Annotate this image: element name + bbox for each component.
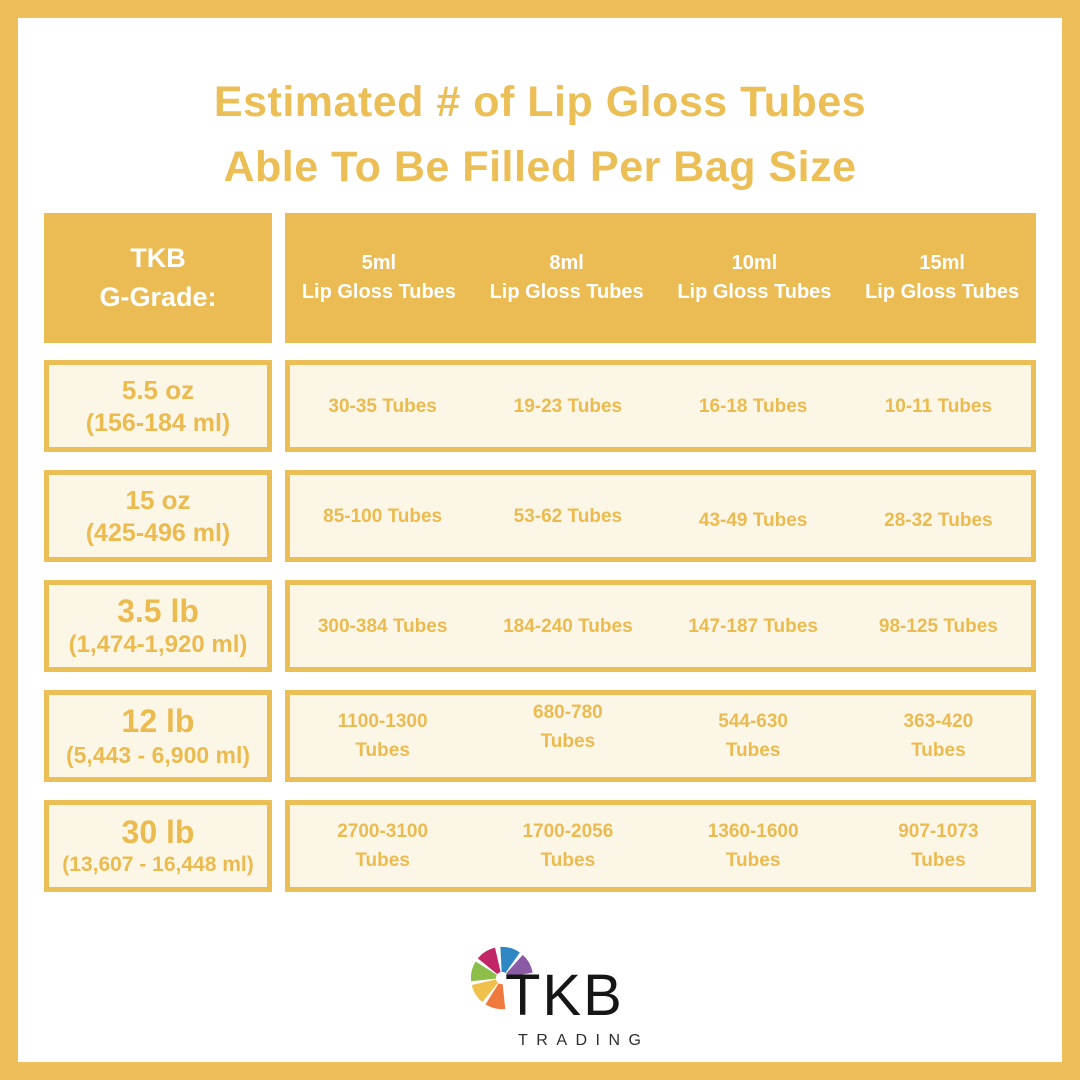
column-header-10ml: 10ml Lip Gloss Tubes: [677, 252, 832, 303]
row-values: 85-100 Tubes 53-62 Tubes 43-49 Tubes 28-…: [285, 470, 1036, 562]
value-cell: 43-49 Tubes: [698, 509, 808, 531]
logo-brand-text: TKB: [505, 963, 624, 1028]
bag-volume: (5,443 - 6,900 ml): [65, 742, 251, 768]
column-header-8ml: 8ml Lip Gloss Tubes: [489, 252, 644, 303]
row-label: 5.5 oz (156-184 ml): [44, 360, 272, 452]
row-label: 12 lb (5,443 - 6,900 ml): [44, 690, 272, 782]
row-label: 15 oz (425-496 ml): [44, 470, 272, 562]
table-row: 12 lb (5,443 - 6,900 ml) 1100-1300 Tubes…: [44, 690, 1036, 782]
pinwheel-wedge-yellow: [471, 978, 502, 1003]
bag-volume: (13,607 - 16,448 ml): [62, 853, 254, 876]
pinwheel-hub: [495, 971, 509, 985]
bag-volume: (1,474-1,920 ml): [68, 631, 248, 658]
pinwheel-icon: [470, 946, 533, 1010]
bag-size: 30 lb: [121, 814, 195, 850]
row-values: 1100-1300 Tubes 680-780 Tubes 544-630 Tu…: [285, 690, 1036, 782]
tube-capacity-table: TKB G-Grade: 5ml Lip Gloss Tubes 8ml Lip…: [44, 213, 1036, 892]
value-cell: 2700-3100 Tubes: [337, 821, 429, 871]
table-header-row: TKB G-Grade: 5ml Lip Gloss Tubes 8ml Lip…: [44, 213, 1036, 343]
value-cell: 544-630 Tubes: [718, 711, 788, 761]
pinwheel-wedge-blue: [500, 946, 520, 978]
value-cell: 1360-1600 Tubes: [707, 821, 799, 871]
page-title: Estimated # of Lip Gloss Tubes Able To B…: [18, 70, 1062, 200]
bag-size: 5.5 oz: [121, 374, 195, 405]
bag-volume: (156-184 ml): [85, 408, 231, 437]
column-header-5ml: 5ml Lip Gloss Tubes: [301, 252, 456, 303]
column-header-15ml: 15ml Lip Gloss Tubes: [865, 252, 1020, 303]
row-label: 30 lb (13,607 - 16,448 ml): [44, 800, 272, 892]
bag-size: 15 oz: [125, 484, 191, 515]
bag-size: 12 lb: [121, 703, 195, 739]
table-row: 5.5 oz (156-184 ml) 30-35 Tubes 19-23 Tu…: [44, 360, 1036, 452]
pinwheel-wedge-magenta: [477, 947, 502, 978]
value-cell: 53-62 Tubes: [513, 505, 623, 527]
bag-size: 3.5 lb: [117, 593, 199, 629]
value-cell: 300-384 Tubes: [317, 615, 448, 637]
value-cell: 28-32 Tubes: [884, 509, 993, 531]
row-values: 30-35 Tubes 19-23 Tubes 16-18 Tubes 10-1…: [285, 360, 1036, 452]
table-row: 30 lb (13,607 - 16,448 ml) 2700-3100 Tub…: [44, 800, 1036, 892]
tkb-trading-logo: TKB TRADING: [469, 944, 649, 1054]
value-cell: 363-420 Tubes: [903, 711, 974, 761]
value-cell: 19-23 Tubes: [513, 395, 623, 417]
table-row: 3.5 lb (1,474-1,920 ml) 300-384 Tubes 18…: [44, 580, 1036, 672]
value-cell: 1100-1300 Tubes: [337, 711, 428, 761]
value-cell: 1700-2056 Tubes: [522, 821, 614, 871]
row-values: 300-384 Tubes 184-240 Tubes 147-187 Tube…: [285, 580, 1036, 672]
bag-volume: (425-496 ml): [85, 518, 231, 547]
value-cell: 16-18 Tubes: [698, 395, 808, 417]
table-row: 15 oz (425-496 ml) 85-100 Tubes 53-62 Tu…: [44, 470, 1036, 562]
pinwheel-wedge-green: [470, 961, 502, 982]
pinwheel-wedge-purple: [502, 954, 533, 978]
value-cell: 98-125 Tubes: [878, 615, 998, 637]
title-line-2: Able To Be Filled Per Bag Size: [223, 143, 857, 191]
corner-header-cell: TKB G-Grade:: [44, 213, 272, 343]
title-line-1: Estimated # of Lip Gloss Tubes: [213, 78, 867, 126]
column-headers: 5ml Lip Gloss Tubes 8ml Lip Gloss Tubes …: [285, 213, 1036, 343]
row-label: 3.5 lb (1,474-1,920 ml): [44, 580, 272, 672]
value-cell: 147-187 Tubes: [688, 615, 818, 637]
row-values: 2700-3100 Tubes 1700-2056 Tubes 1360-160…: [285, 800, 1036, 892]
value-cell: 10-11 Tubes: [884, 395, 993, 417]
value-cell: 85-100 Tubes: [323, 505, 443, 527]
value-cell: 680-780 Tubes: [533, 702, 603, 752]
pinwheel-wedge-orange: [485, 978, 506, 1010]
value-cell: 907-1073 Tubes: [898, 821, 979, 871]
logo-sub-text: TRADING: [518, 1032, 650, 1049]
value-cell: 184-240 Tubes: [503, 615, 633, 637]
value-cell: 30-35 Tubes: [328, 395, 437, 417]
